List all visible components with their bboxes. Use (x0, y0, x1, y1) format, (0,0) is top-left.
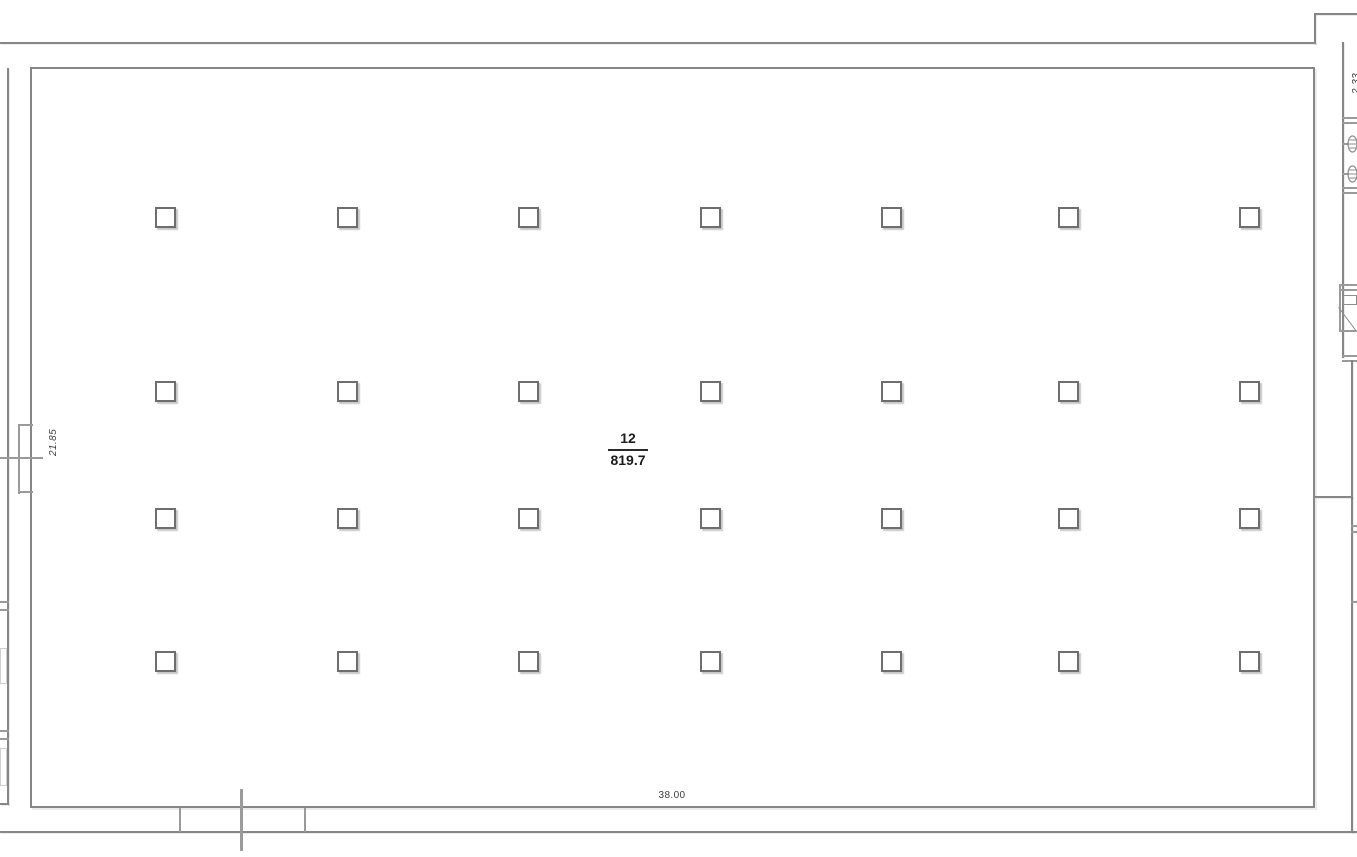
column-marker (336, 507, 358, 529)
room-area: 819.7 (610, 451, 646, 468)
right-room-wall (1342, 42, 1344, 358)
column-marker (517, 650, 539, 672)
fraction-bar (608, 448, 648, 451)
radiator-icon (1347, 165, 1357, 183)
section-grid-line (240, 789, 243, 851)
right-notch-line-1 (1351, 525, 1357, 527)
left-door-leaf-2 (0, 748, 7, 786)
column-marker (517, 206, 539, 228)
column-marker (880, 206, 902, 228)
column-marker (1057, 206, 1079, 228)
room-number: 12 (620, 430, 636, 446)
dimension-tick-top (18, 424, 33, 426)
column-marker (880, 650, 902, 672)
right-shelf-line-4 (1342, 192, 1357, 194)
fixture-box-bottom (1339, 330, 1357, 332)
column-marker (1238, 650, 1260, 672)
column-marker (699, 206, 721, 228)
fixture-inner-rect (1343, 295, 1357, 305)
right-shelf-line-5 (1342, 355, 1357, 357)
radiator-stem-2 (1342, 173, 1349, 175)
left-opening-line-4 (0, 738, 9, 740)
column-marker (154, 206, 176, 228)
right-shelf-line-6 (1342, 360, 1357, 362)
radiator-stem-1 (1342, 143, 1349, 145)
right-shelf-line-3 (1342, 187, 1357, 189)
column-marker (1238, 507, 1260, 529)
fixture-box-top-inner (1339, 289, 1357, 291)
outer-wall-top-right-step (1314, 13, 1316, 44)
column-marker (336, 650, 358, 672)
dimension-tick-bottom (18, 491, 33, 493)
right-notch-line-3 (1351, 601, 1357, 603)
height-dimension-label: 21.85 (48, 428, 59, 456)
fixture-box-top (1339, 284, 1357, 286)
right-shelf-line-1 (1342, 117, 1357, 119)
column-marker (154, 380, 176, 402)
left-opening-line-3 (0, 730, 9, 732)
column-marker (517, 380, 539, 402)
left-wall-bottom-cap (0, 803, 9, 805)
dimension-tick-middle (0, 457, 43, 459)
column-marker (699, 650, 721, 672)
left-opening-line-1 (0, 601, 9, 603)
right-outer-wall (1351, 360, 1353, 833)
column-marker (1057, 380, 1079, 402)
right-dimension-label: 2.33 (1351, 72, 1357, 94)
left-door-leaf-1 (0, 648, 7, 684)
column-marker (1057, 507, 1079, 529)
column-marker (154, 650, 176, 672)
column-marker (336, 206, 358, 228)
column-marker (1238, 206, 1260, 228)
column-marker (699, 507, 721, 529)
column-marker (1238, 380, 1260, 402)
room-tag: 12 819.7 (588, 430, 668, 469)
left-neighbor-wall (7, 68, 9, 805)
bottom-wall-divider-2 (304, 808, 306, 832)
column-marker (880, 507, 902, 529)
outer-wall-top (0, 42, 1316, 44)
width-dimension-label: 38.00 (658, 790, 686, 801)
radiator-icon (1347, 135, 1357, 153)
column-marker (336, 380, 358, 402)
left-opening-line-2 (0, 609, 9, 611)
column-marker (699, 380, 721, 402)
outer-wall-top-right (1314, 13, 1357, 15)
right-notch-line-2 (1351, 531, 1357, 533)
right-shelf-line-2 (1342, 122, 1357, 124)
outer-wall-bottom (0, 831, 1357, 833)
column-marker (880, 380, 902, 402)
column-marker (1057, 650, 1079, 672)
column-marker (517, 507, 539, 529)
right-corridor-wall (1315, 496, 1353, 498)
left-wall-jog (18, 425, 20, 494)
bottom-wall-divider-1 (179, 808, 181, 832)
column-marker (154, 507, 176, 529)
main-hall-room (30, 67, 1315, 808)
